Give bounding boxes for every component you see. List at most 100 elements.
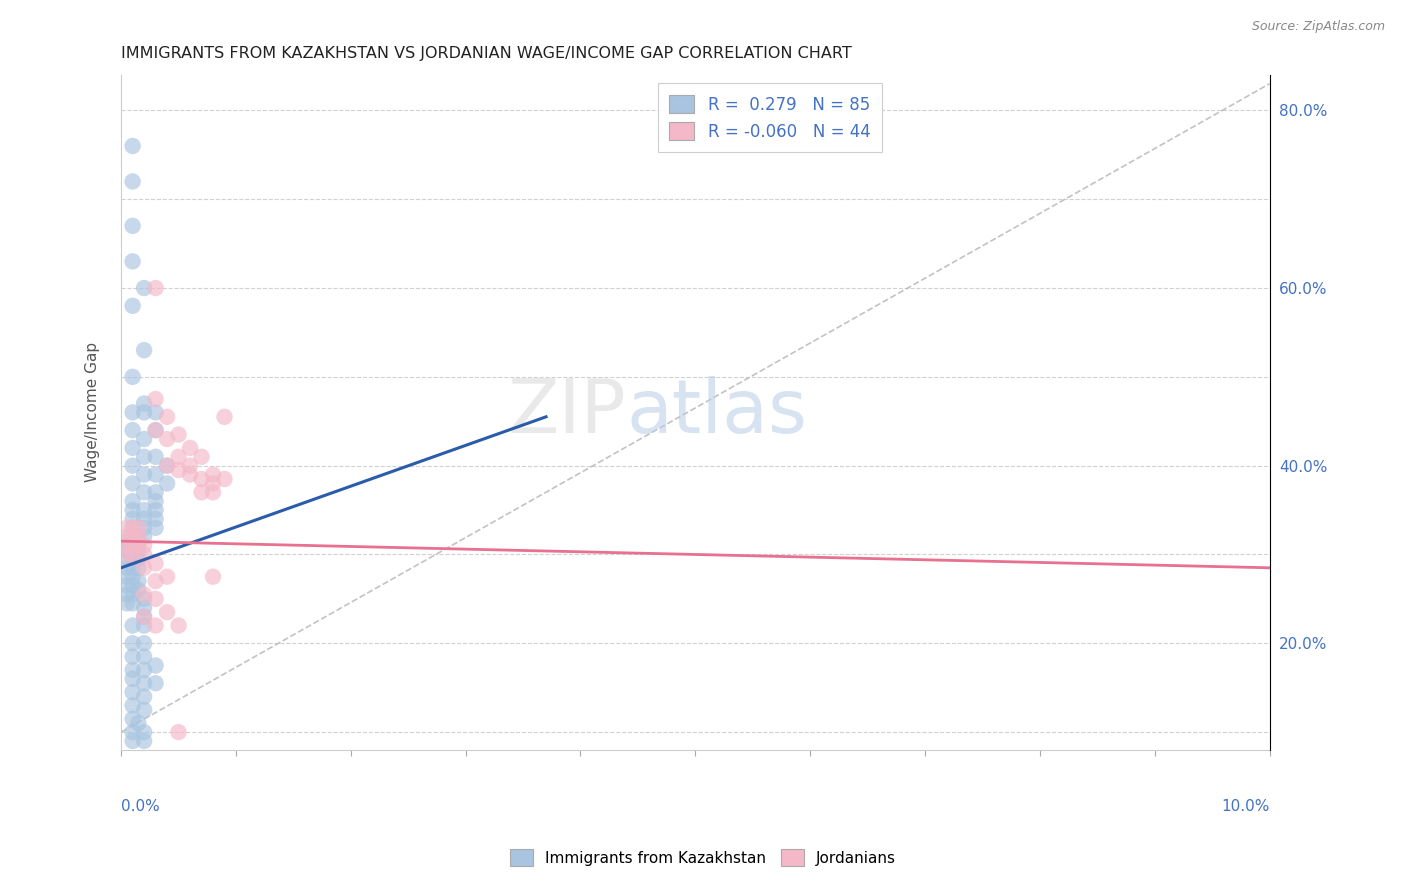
- Point: [179, 441, 201, 455]
- Point: [132, 503, 155, 517]
- Point: [127, 716, 149, 731]
- Point: [167, 427, 190, 442]
- Point: [167, 618, 190, 632]
- Point: [132, 485, 155, 500]
- Point: [132, 281, 155, 295]
- Point: [190, 472, 212, 486]
- Point: [132, 636, 155, 650]
- Text: ZIP: ZIP: [508, 376, 627, 449]
- Point: [132, 690, 155, 704]
- Point: [132, 343, 155, 358]
- Point: [179, 467, 201, 482]
- Point: [179, 458, 201, 473]
- Text: IMMIGRANTS FROM KAZAKHSTAN VS JORDANIAN WAGE/INCOME GAP CORRELATION CHART: IMMIGRANTS FROM KAZAKHSTAN VS JORDANIAN …: [121, 46, 852, 62]
- Point: [121, 649, 143, 664]
- Point: [121, 587, 143, 601]
- Text: Source: ZipAtlas.com: Source: ZipAtlas.com: [1251, 20, 1385, 33]
- Point: [121, 698, 143, 713]
- Point: [156, 409, 179, 424]
- Point: [145, 467, 167, 482]
- Point: [127, 552, 149, 566]
- Point: [201, 485, 224, 500]
- Point: [145, 521, 167, 535]
- Point: [132, 405, 155, 419]
- Point: [121, 636, 143, 650]
- Point: [121, 139, 143, 153]
- Point: [132, 530, 155, 544]
- Point: [132, 591, 155, 606]
- Point: [145, 676, 167, 690]
- Point: [132, 725, 155, 739]
- Point: [156, 432, 179, 446]
- Point: [115, 596, 138, 610]
- Point: [132, 600, 155, 615]
- Point: [121, 539, 143, 553]
- Point: [115, 569, 138, 583]
- Point: [115, 548, 138, 562]
- Point: [121, 494, 143, 508]
- Point: [121, 596, 143, 610]
- Point: [132, 548, 155, 562]
- Y-axis label: Wage/Income Gap: Wage/Income Gap: [86, 343, 100, 483]
- Point: [127, 543, 149, 558]
- Point: [132, 539, 155, 553]
- Point: [121, 503, 143, 517]
- Point: [201, 467, 224, 482]
- Point: [121, 405, 143, 419]
- Point: [145, 423, 167, 437]
- Point: [145, 557, 167, 571]
- Point: [132, 618, 155, 632]
- Point: [132, 609, 155, 624]
- Point: [115, 530, 138, 544]
- Point: [132, 561, 155, 575]
- Text: atlas: atlas: [627, 376, 807, 449]
- Point: [132, 467, 155, 482]
- Point: [127, 539, 149, 553]
- Point: [156, 569, 179, 583]
- Point: [145, 450, 167, 464]
- Point: [121, 521, 143, 535]
- Point: [214, 409, 236, 424]
- Point: [115, 543, 138, 558]
- Point: [145, 485, 167, 500]
- Point: [132, 649, 155, 664]
- Point: [115, 521, 138, 535]
- Point: [115, 534, 138, 549]
- Point: [121, 254, 143, 268]
- Point: [145, 618, 167, 632]
- Point: [145, 512, 167, 526]
- Point: [121, 672, 143, 686]
- Point: [201, 476, 224, 491]
- Point: [121, 685, 143, 699]
- Point: [190, 485, 212, 500]
- Point: [121, 441, 143, 455]
- Point: [132, 609, 155, 624]
- Point: [121, 299, 143, 313]
- Point: [115, 552, 138, 566]
- Point: [127, 521, 149, 535]
- Point: [132, 587, 155, 601]
- Point: [121, 521, 143, 535]
- Point: [121, 423, 143, 437]
- Legend: R =  0.279   N = 85, R = -0.060   N = 44: R = 0.279 N = 85, R = -0.060 N = 44: [658, 83, 882, 153]
- Point: [127, 574, 149, 588]
- Point: [145, 423, 167, 437]
- Point: [145, 574, 167, 588]
- Point: [132, 432, 155, 446]
- Point: [115, 578, 138, 592]
- Point: [156, 476, 179, 491]
- Point: [132, 450, 155, 464]
- Point: [156, 605, 179, 619]
- Point: [156, 458, 179, 473]
- Point: [145, 405, 167, 419]
- Point: [121, 174, 143, 188]
- Point: [167, 463, 190, 477]
- Point: [145, 494, 167, 508]
- Point: [121, 578, 143, 592]
- Point: [201, 569, 224, 583]
- Legend: Immigrants from Kazakhstan, Jordanians: Immigrants from Kazakhstan, Jordanians: [502, 842, 904, 873]
- Text: 0.0%: 0.0%: [121, 798, 160, 814]
- Point: [121, 725, 143, 739]
- Point: [115, 561, 138, 575]
- Point: [132, 396, 155, 410]
